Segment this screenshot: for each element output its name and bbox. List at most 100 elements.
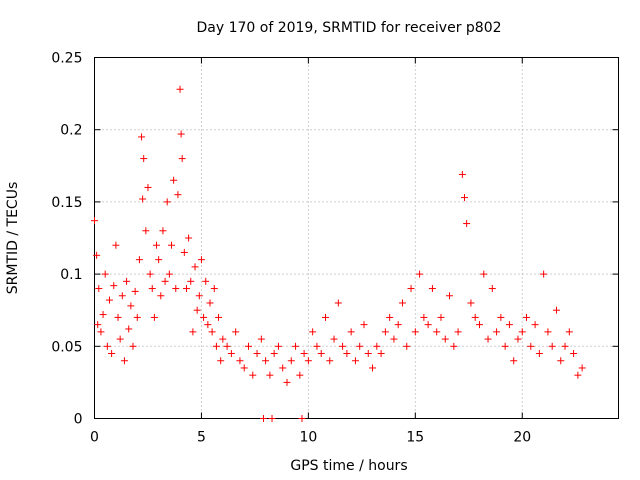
data-point (330, 335, 338, 343)
data-point (182, 285, 190, 293)
data-point (377, 350, 385, 358)
data-point (217, 357, 225, 365)
data-point (138, 133, 146, 141)
data-point (232, 328, 240, 336)
data-point (565, 328, 573, 336)
data-point (257, 335, 265, 343)
data-point (110, 282, 118, 290)
data-point (552, 306, 560, 314)
data-point (200, 313, 208, 321)
data-point (364, 350, 372, 358)
data-point (274, 342, 282, 350)
data-point (105, 296, 113, 304)
data-point (317, 350, 325, 358)
data-point (540, 270, 548, 278)
data-point (94, 321, 102, 329)
data-point (139, 195, 147, 203)
data-point (531, 321, 539, 329)
data-point (343, 350, 351, 358)
data-point (129, 342, 137, 350)
data-point (227, 350, 235, 358)
data-point (172, 285, 180, 293)
data-point (283, 378, 291, 386)
data-point (167, 241, 175, 249)
data-point (411, 328, 419, 336)
data-point (523, 313, 531, 321)
data-point (253, 350, 261, 358)
data-point (461, 194, 469, 202)
data-point (488, 285, 496, 293)
data-point (514, 335, 522, 343)
data-point (185, 234, 193, 242)
data-point (347, 328, 355, 336)
data-point (161, 277, 169, 285)
data-point (356, 342, 364, 350)
x-tick-label: 10 (299, 430, 317, 446)
data-point (202, 277, 210, 285)
data-point (454, 328, 462, 336)
data-point (148, 285, 156, 293)
data-point (321, 313, 329, 321)
data-point (249, 371, 257, 379)
data-point (180, 248, 188, 256)
data-point (159, 227, 167, 235)
data-point (334, 299, 342, 307)
data-point (236, 357, 244, 365)
data-point (407, 285, 415, 293)
data-point (108, 350, 116, 358)
data-point (424, 321, 432, 329)
chart-title: Day 170 of 2019, SRMTID for receiver p80… (196, 20, 501, 36)
data-point (155, 256, 163, 264)
data-point (279, 364, 287, 372)
data-point (309, 328, 317, 336)
data-point (300, 350, 308, 358)
data-point (165, 270, 173, 278)
axis-ticks: 0 0.05 0.1 0.15 0.2 0.25 0 5 10 15 20 (51, 51, 619, 446)
data-point (326, 357, 334, 365)
data-point (373, 342, 381, 350)
data-point (133, 313, 141, 321)
data-point (93, 251, 101, 259)
data-point (101, 270, 109, 278)
data-point (120, 357, 128, 365)
data-point (369, 364, 377, 372)
data-point (557, 357, 565, 365)
data-point (266, 371, 274, 379)
data-point (467, 299, 475, 307)
data-point (484, 335, 492, 343)
data-point (360, 321, 368, 329)
data-point (112, 241, 120, 249)
data-point (157, 292, 165, 300)
data-point (351, 357, 359, 365)
data-point (204, 321, 212, 329)
data-point (118, 292, 126, 300)
data-point (501, 342, 509, 350)
data-point (208, 328, 216, 336)
data-point (403, 342, 411, 350)
data-point (193, 306, 201, 314)
data-point (298, 415, 306, 422)
data-point (244, 342, 252, 350)
data-points (91, 85, 586, 422)
data-point (386, 313, 394, 321)
data-point (212, 342, 220, 350)
data-point (142, 227, 150, 235)
data-point (240, 364, 248, 372)
data-point (146, 270, 154, 278)
data-point (170, 176, 178, 184)
data-point (339, 342, 347, 350)
data-point (433, 328, 441, 336)
data-point (480, 270, 488, 278)
data-point (262, 357, 270, 365)
data-point (97, 328, 105, 336)
data-point (475, 321, 483, 329)
data-point (287, 357, 295, 365)
y-tick-label: 0.25 (51, 51, 82, 67)
data-point (178, 155, 186, 163)
y-axis-label: SRMTID / TECUs (5, 182, 21, 295)
data-point (191, 263, 199, 271)
data-point (570, 350, 578, 358)
data-point (313, 342, 321, 350)
data-point (176, 85, 184, 93)
